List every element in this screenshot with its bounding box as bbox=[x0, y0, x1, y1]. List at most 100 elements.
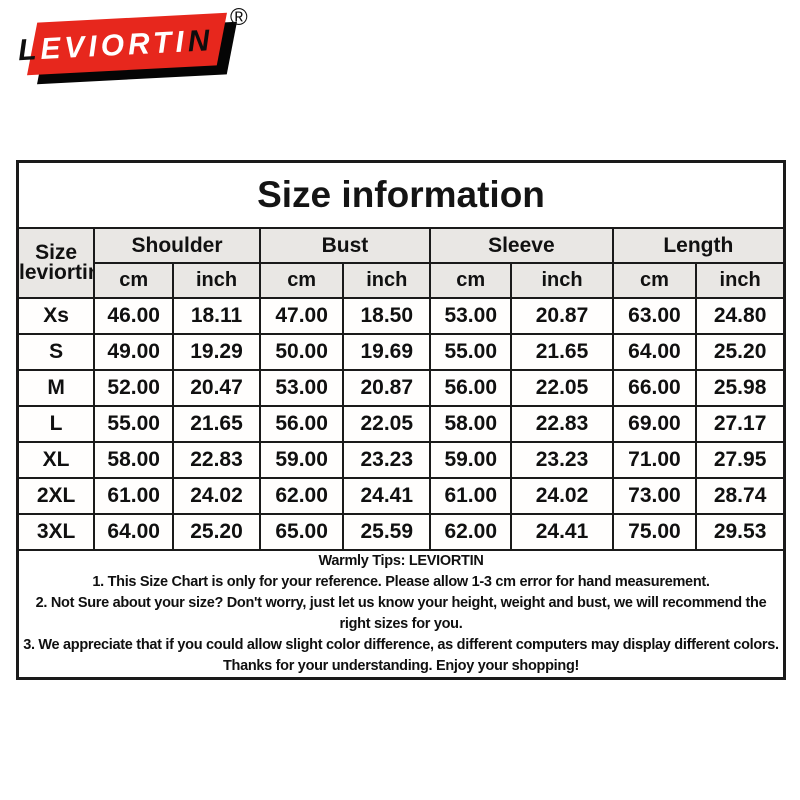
table-row: L 55.00 21.65 56.00 22.05 58.00 22.83 69… bbox=[16, 405, 786, 443]
size-cell: 25.59 bbox=[342, 513, 432, 551]
table-row: Xs 46.00 18.11 47.00 18.50 53.00 20.87 6… bbox=[16, 297, 786, 335]
size-cell: 23.23 bbox=[342, 441, 432, 479]
title-row: Size information bbox=[16, 160, 786, 229]
size-cell: 59.00 bbox=[258, 441, 345, 479]
size-row-label: 3XL bbox=[16, 513, 96, 551]
brand-letters-middle: EVIORTI bbox=[39, 25, 189, 67]
size-cell: 19.29 bbox=[172, 333, 261, 371]
table-row: 2XL 61.00 24.02 62.00 24.41 61.00 24.02 … bbox=[16, 477, 786, 515]
measure-group-header-row: Size leviortin Shoulder Bust Sleeve Leng… bbox=[16, 227, 786, 299]
size-cell: 56.00 bbox=[258, 405, 345, 443]
brand-letter-first: L bbox=[17, 33, 42, 68]
size-cell: 27.17 bbox=[695, 405, 786, 443]
table-row: XL 58.00 22.83 59.00 23.23 59.00 23.23 7… bbox=[16, 441, 786, 479]
size-cell: 24.41 bbox=[510, 513, 614, 551]
unit-header: inch bbox=[695, 262, 786, 299]
size-row-label: L bbox=[16, 405, 96, 443]
size-cell: 65.00 bbox=[258, 513, 345, 551]
size-row-label: XL bbox=[16, 441, 96, 479]
size-cell: 21.65 bbox=[172, 405, 261, 443]
group-header-shoulder: Shoulder bbox=[93, 227, 261, 264]
size-cell: 61.00 bbox=[93, 477, 175, 515]
size-cell: 55.00 bbox=[93, 405, 175, 443]
size-cell: 50.00 bbox=[258, 333, 345, 371]
unit-header: cm bbox=[93, 262, 175, 299]
tips-line-4: Thanks for your understanding. Enjoy you… bbox=[222, 658, 580, 674]
size-cell: 63.00 bbox=[611, 297, 698, 335]
size-column-header: Size leviortin bbox=[16, 227, 96, 299]
unit-header: cm bbox=[429, 262, 513, 299]
unit-header-row: cm inch cm inch cm inch cm inch bbox=[18, 262, 786, 299]
size-cell: 62.00 bbox=[258, 477, 345, 515]
size-column-header-line1: Size bbox=[35, 241, 78, 264]
size-cell: 52.00 bbox=[93, 369, 175, 407]
size-cell: 22.83 bbox=[172, 441, 261, 479]
size-cell: 21.65 bbox=[510, 333, 614, 371]
size-cell: 58.00 bbox=[429, 405, 513, 443]
size-cell: 71.00 bbox=[611, 441, 698, 479]
size-cell: 29.53 bbox=[695, 513, 786, 551]
size-cell: 25.98 bbox=[695, 369, 786, 407]
unit-header: inch bbox=[342, 262, 432, 299]
size-cell: 55.00 bbox=[429, 333, 513, 371]
size-cell: 56.00 bbox=[429, 369, 513, 407]
size-cell: 25.20 bbox=[172, 513, 261, 551]
size-cell: 20.47 bbox=[172, 369, 261, 407]
unit-header: inch bbox=[510, 262, 614, 299]
size-cell: 24.80 bbox=[695, 297, 786, 335]
size-row-label: 2XL bbox=[16, 477, 96, 515]
registered-trademark-icon: ® bbox=[230, 4, 248, 31]
tips-line-2: 2. Not Sure about your size? Don't worry… bbox=[35, 595, 767, 632]
size-cell: 24.02 bbox=[510, 477, 614, 515]
group-header-sleeve: Sleeve bbox=[429, 227, 614, 264]
size-cell: 20.87 bbox=[342, 369, 432, 407]
size-cell: 73.00 bbox=[611, 477, 698, 515]
unit-header: cm bbox=[258, 262, 345, 299]
group-header-bust: Bust bbox=[258, 227, 432, 264]
size-cell: 64.00 bbox=[611, 333, 698, 371]
tips-row: Warmly Tips: LEVIORTIN 1. This Size Char… bbox=[16, 549, 786, 680]
size-cell: 64.00 bbox=[93, 513, 175, 551]
size-cell: 19.69 bbox=[342, 333, 432, 371]
table-title: Size information bbox=[16, 160, 786, 229]
size-cell: 62.00 bbox=[429, 513, 513, 551]
table-row: M 52.00 20.47 53.00 20.87 56.00 22.05 66… bbox=[16, 369, 786, 407]
size-row-label: S bbox=[16, 333, 96, 371]
size-cell: 61.00 bbox=[429, 477, 513, 515]
size-cell: 46.00 bbox=[93, 297, 175, 335]
size-row-label: M bbox=[16, 369, 96, 407]
size-cell: 59.00 bbox=[429, 441, 513, 479]
size-cell: 24.02 bbox=[172, 477, 261, 515]
size-cell: 58.00 bbox=[93, 441, 175, 479]
size-cell: 75.00 bbox=[611, 513, 698, 551]
size-cell: 23.23 bbox=[510, 441, 614, 479]
size-column-header-line2: leviortin bbox=[19, 261, 95, 284]
size-cell: 27.95 bbox=[695, 441, 786, 479]
size-cell: 24.41 bbox=[342, 477, 432, 515]
size-chart-table: Size information Size leviortin Shoulder… bbox=[16, 160, 786, 680]
size-cell: 25.20 bbox=[695, 333, 786, 371]
brand-logo: LEVIORTIN ® bbox=[8, 4, 256, 90]
size-cell: 20.87 bbox=[510, 297, 614, 335]
size-cell: 22.05 bbox=[510, 369, 614, 407]
unit-header: inch bbox=[172, 262, 261, 299]
size-cell: 22.05 bbox=[342, 405, 432, 443]
size-cell: 69.00 bbox=[611, 405, 698, 443]
tips-line-3: 3. We appreciate that if you could allow… bbox=[23, 637, 779, 653]
size-row-label: Xs bbox=[16, 297, 96, 335]
unit-header: cm bbox=[611, 262, 698, 299]
brand-letter-last: N bbox=[186, 24, 215, 59]
table-row: S 49.00 19.29 50.00 19.69 55.00 21.65 64… bbox=[16, 333, 786, 371]
group-header-length: Length bbox=[611, 227, 786, 264]
size-cell: 53.00 bbox=[258, 369, 345, 407]
warmly-tips: Warmly Tips: LEVIORTIN 1. This Size Char… bbox=[16, 549, 786, 680]
table-row: 3XL 64.00 25.20 65.00 25.59 62.00 24.41 … bbox=[16, 513, 786, 551]
size-cell: 66.00 bbox=[611, 369, 698, 407]
size-cell: 47.00 bbox=[258, 297, 345, 335]
size-cell: 53.00 bbox=[429, 297, 513, 335]
size-cell: 28.74 bbox=[695, 477, 786, 515]
tips-heading: Warmly Tips: LEVIORTIN bbox=[318, 553, 484, 569]
size-cell: 18.50 bbox=[342, 297, 432, 335]
size-cell: 49.00 bbox=[93, 333, 175, 371]
